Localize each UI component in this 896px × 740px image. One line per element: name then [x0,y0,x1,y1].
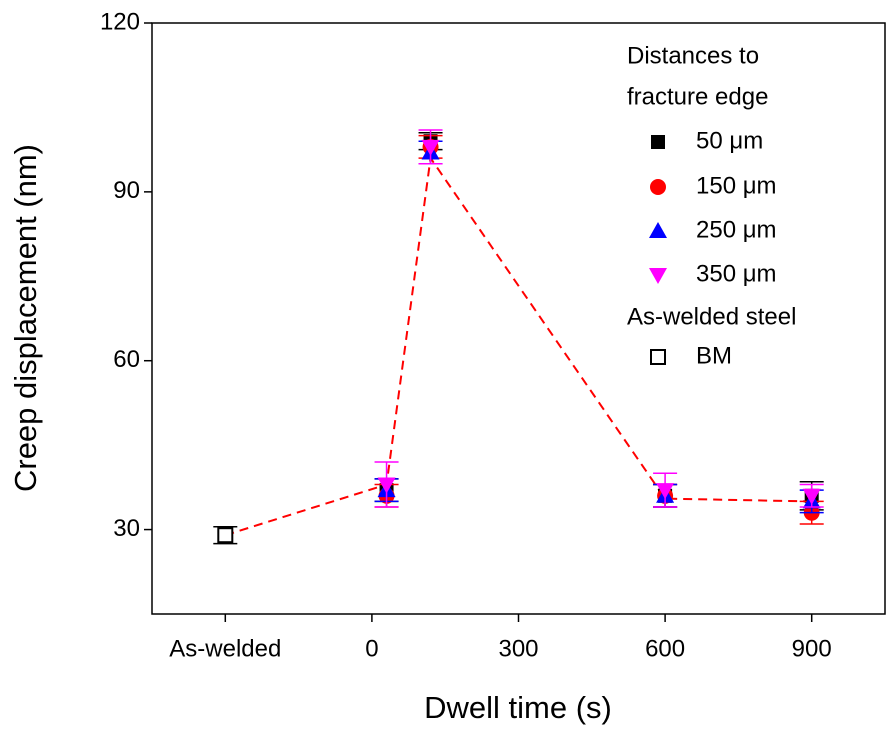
marker [802,488,821,505]
legend-title: As-welded steel [627,303,796,330]
legend-label: 150 μm [696,172,777,199]
marker [656,483,675,500]
x-tick-label: 600 [645,635,685,662]
legend-title: fracture edge [627,83,768,110]
legend-marker [650,349,666,365]
marker [377,477,396,494]
legend-label: BM [696,342,732,369]
legend-label: 50 μm [696,127,763,154]
y-tick-label: 90 [113,177,140,204]
legend-marker [651,135,665,149]
y-axis-title: Creep displacement (nm) [8,144,43,492]
legend-marker [650,179,666,195]
marker [421,139,440,156]
legend-label: 250 μm [696,216,777,243]
legend-marker [649,268,667,284]
legend-title: Distances to [627,42,759,69]
marker [217,527,234,544]
x-tick-label: 300 [498,635,538,662]
x-axis-title: Dwell time (s) [424,690,612,725]
legend-label: 350 μm [696,260,777,287]
x-tick-label: 900 [792,635,832,662]
x-tick-label: As-welded [169,635,281,662]
x-tick-label: 0 [365,635,378,662]
y-tick-label: 30 [113,515,140,542]
y-tick-label: 60 [113,346,140,373]
legend-marker [649,222,667,238]
y-tick-label: 120 [100,8,140,35]
